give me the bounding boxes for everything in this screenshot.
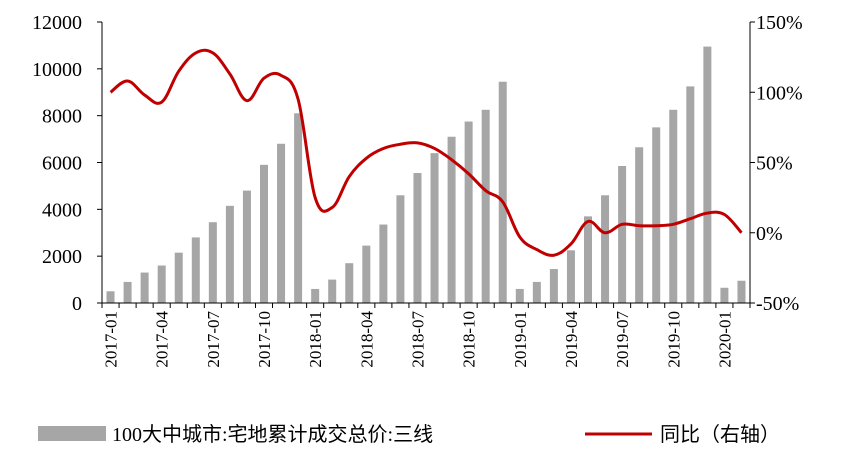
bar-2018-06 xyxy=(396,195,405,303)
left-tick-label: 10000 xyxy=(32,59,82,81)
bar-series xyxy=(106,46,746,304)
bar-2019-04 xyxy=(566,250,575,303)
bar-2017-03 xyxy=(140,272,149,303)
right-tick-label: 50% xyxy=(756,153,793,175)
bar-2017-04 xyxy=(157,265,166,303)
legend-bar-swatch xyxy=(38,426,106,441)
bar-2018-04 xyxy=(362,245,371,303)
bar-2018-03 xyxy=(345,263,354,303)
right-tick-label: 0% xyxy=(756,223,783,245)
bar-2019-12 xyxy=(703,46,712,304)
bar-2017-01 xyxy=(106,291,115,303)
bar-2018-12 xyxy=(498,81,507,304)
x-tick-label: 2019-04 xyxy=(562,311,581,368)
x-tick-label: 2017-04 xyxy=(153,311,172,368)
x-tick-label: 2018-01 xyxy=(306,311,325,368)
bar-2018-01 xyxy=(311,288,320,303)
bar-2018-10 xyxy=(464,121,473,304)
axes: 0 2000 4000 6000 8000 10000 12000 -50% 0% 50% 100%… xyxy=(32,12,803,368)
line-series xyxy=(109,48,743,257)
x-tick-label: 2019-07 xyxy=(613,311,632,368)
line-yoy xyxy=(109,48,743,257)
bar-2017-11 xyxy=(277,143,286,303)
x-tick-label: 2018-04 xyxy=(357,311,376,368)
legend: 100大中城市:宅地累计成交总价:三线 同比（右轴） xyxy=(38,423,780,446)
bar-2018-07 xyxy=(413,173,422,303)
bar-2017-09 xyxy=(242,190,251,303)
right-tick-label: 150% xyxy=(756,12,803,34)
x-tick-label: 2018-10 xyxy=(460,311,479,368)
bar-2019-11 xyxy=(686,86,695,304)
bar-2017-07 xyxy=(208,222,217,303)
left-tick-label: 8000 xyxy=(42,106,82,128)
bar-2020-02 xyxy=(737,280,746,303)
left-tick-label: 12000 xyxy=(32,12,82,34)
bar-2019-09 xyxy=(652,127,661,304)
x-tick-label: 2017-01 xyxy=(102,311,121,368)
bar-2018-08 xyxy=(430,153,439,303)
bar-2019-03 xyxy=(549,269,558,303)
bar-2017-10 xyxy=(260,164,268,303)
bar-2019-02 xyxy=(532,281,541,303)
right-tick-label: 100% xyxy=(756,82,803,104)
legend-line-label: 同比（右轴） xyxy=(660,423,780,446)
bar-2017-06 xyxy=(191,237,200,303)
bar-2019-07 xyxy=(618,166,627,303)
bar-2019-10 xyxy=(669,109,678,303)
left-tick-label: 6000 xyxy=(42,153,82,175)
left-tick-label: 4000 xyxy=(42,199,82,221)
bar-2018-11 xyxy=(481,109,490,303)
x-tick-label: 2019-01 xyxy=(511,311,530,368)
x-tick-label: 2019-10 xyxy=(664,311,683,368)
left-tick-label: 0 xyxy=(72,293,82,315)
bar-2019-01 xyxy=(515,288,524,303)
x-tick-label: 2018-07 xyxy=(408,311,427,368)
x-tick-label: 2017-10 xyxy=(255,311,274,368)
bar-2017-12 xyxy=(294,113,303,303)
bar-2017-02 xyxy=(123,281,132,303)
x-tick-label: 2017-07 xyxy=(204,311,223,368)
left-tick-label: 2000 xyxy=(42,246,82,268)
right-tick-label: -50% xyxy=(756,293,799,315)
bar-2017-05 xyxy=(174,252,183,303)
bar-2017-08 xyxy=(225,205,234,303)
bar-2018-02 xyxy=(328,279,337,303)
legend-bar-label: 100大中城市:宅地累计成交总价:三线 xyxy=(112,423,433,446)
bar-2018-05 xyxy=(379,224,388,303)
bar-2020-01 xyxy=(720,287,729,303)
bar-2018-09 xyxy=(447,136,456,303)
bar-2019-05 xyxy=(584,216,592,303)
bar-2019-06 xyxy=(601,195,610,303)
x-tick-label: 2020-01 xyxy=(715,311,734,368)
